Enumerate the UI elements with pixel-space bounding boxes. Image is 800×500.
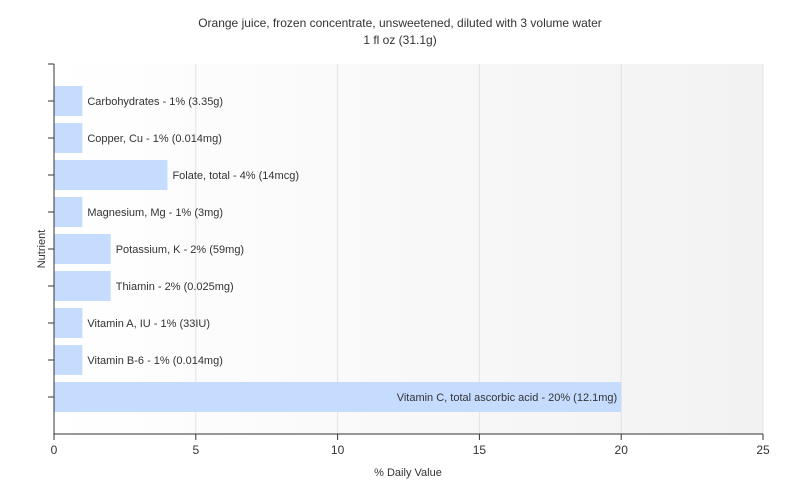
data-label: Carbohydrates - 1% (3.35g) [87, 96, 223, 108]
data-label: Copper, Cu - 1% (0.014mg) [87, 133, 222, 145]
chart-title: Orange juice, frozen concentrate, unswee… [198, 16, 602, 30]
chart-subtitle: 1 fl oz (31.1g) [363, 33, 436, 47]
y-axis-label: Nutrient [36, 230, 48, 269]
x-tick-label: 20 [615, 443, 629, 457]
bar-labels: Carbohydrates - 1% (3.35g) Copper, Cu - 1… [87, 96, 617, 404]
x-axis-label: % Daily Value [374, 467, 442, 479]
data-label: Thiamin - 2% (0.025mg) [116, 281, 234, 293]
x-tick-label: 25 [756, 443, 770, 457]
x-tick-label: 10 [331, 443, 345, 457]
data-label: Potassium, K - 2% (59mg) [116, 244, 244, 256]
bar [54, 160, 168, 190]
data-label: Folate, total - 4% (14mcg) [172, 170, 299, 182]
bar [54, 382, 622, 412]
bars [54, 86, 622, 412]
x-tick-label: 5 [192, 443, 199, 457]
bar [54, 345, 83, 375]
x-ticks: 0 5 10 15 20 25 [51, 434, 770, 457]
bar [54, 271, 111, 301]
axes [48, 63, 763, 435]
x-tick-label: 15 [473, 443, 487, 457]
x-tick-label: 0 [51, 443, 58, 457]
bar [54, 123, 83, 153]
gridlines [195, 64, 764, 434]
bar [54, 234, 111, 264]
bar [54, 86, 83, 116]
data-label: Vitamin B-6 - 1% (0.014mg) [87, 355, 223, 367]
bar [54, 197, 83, 227]
data-label: Vitamin A, IU - 1% (33IU) [87, 318, 210, 330]
plot-area [54, 64, 763, 434]
bar [54, 308, 83, 338]
data-label: Magnesium, Mg - 1% (3mg) [87, 207, 223, 219]
data-label: Vitamin C, total ascorbic acid - 20% (12… [397, 392, 618, 404]
